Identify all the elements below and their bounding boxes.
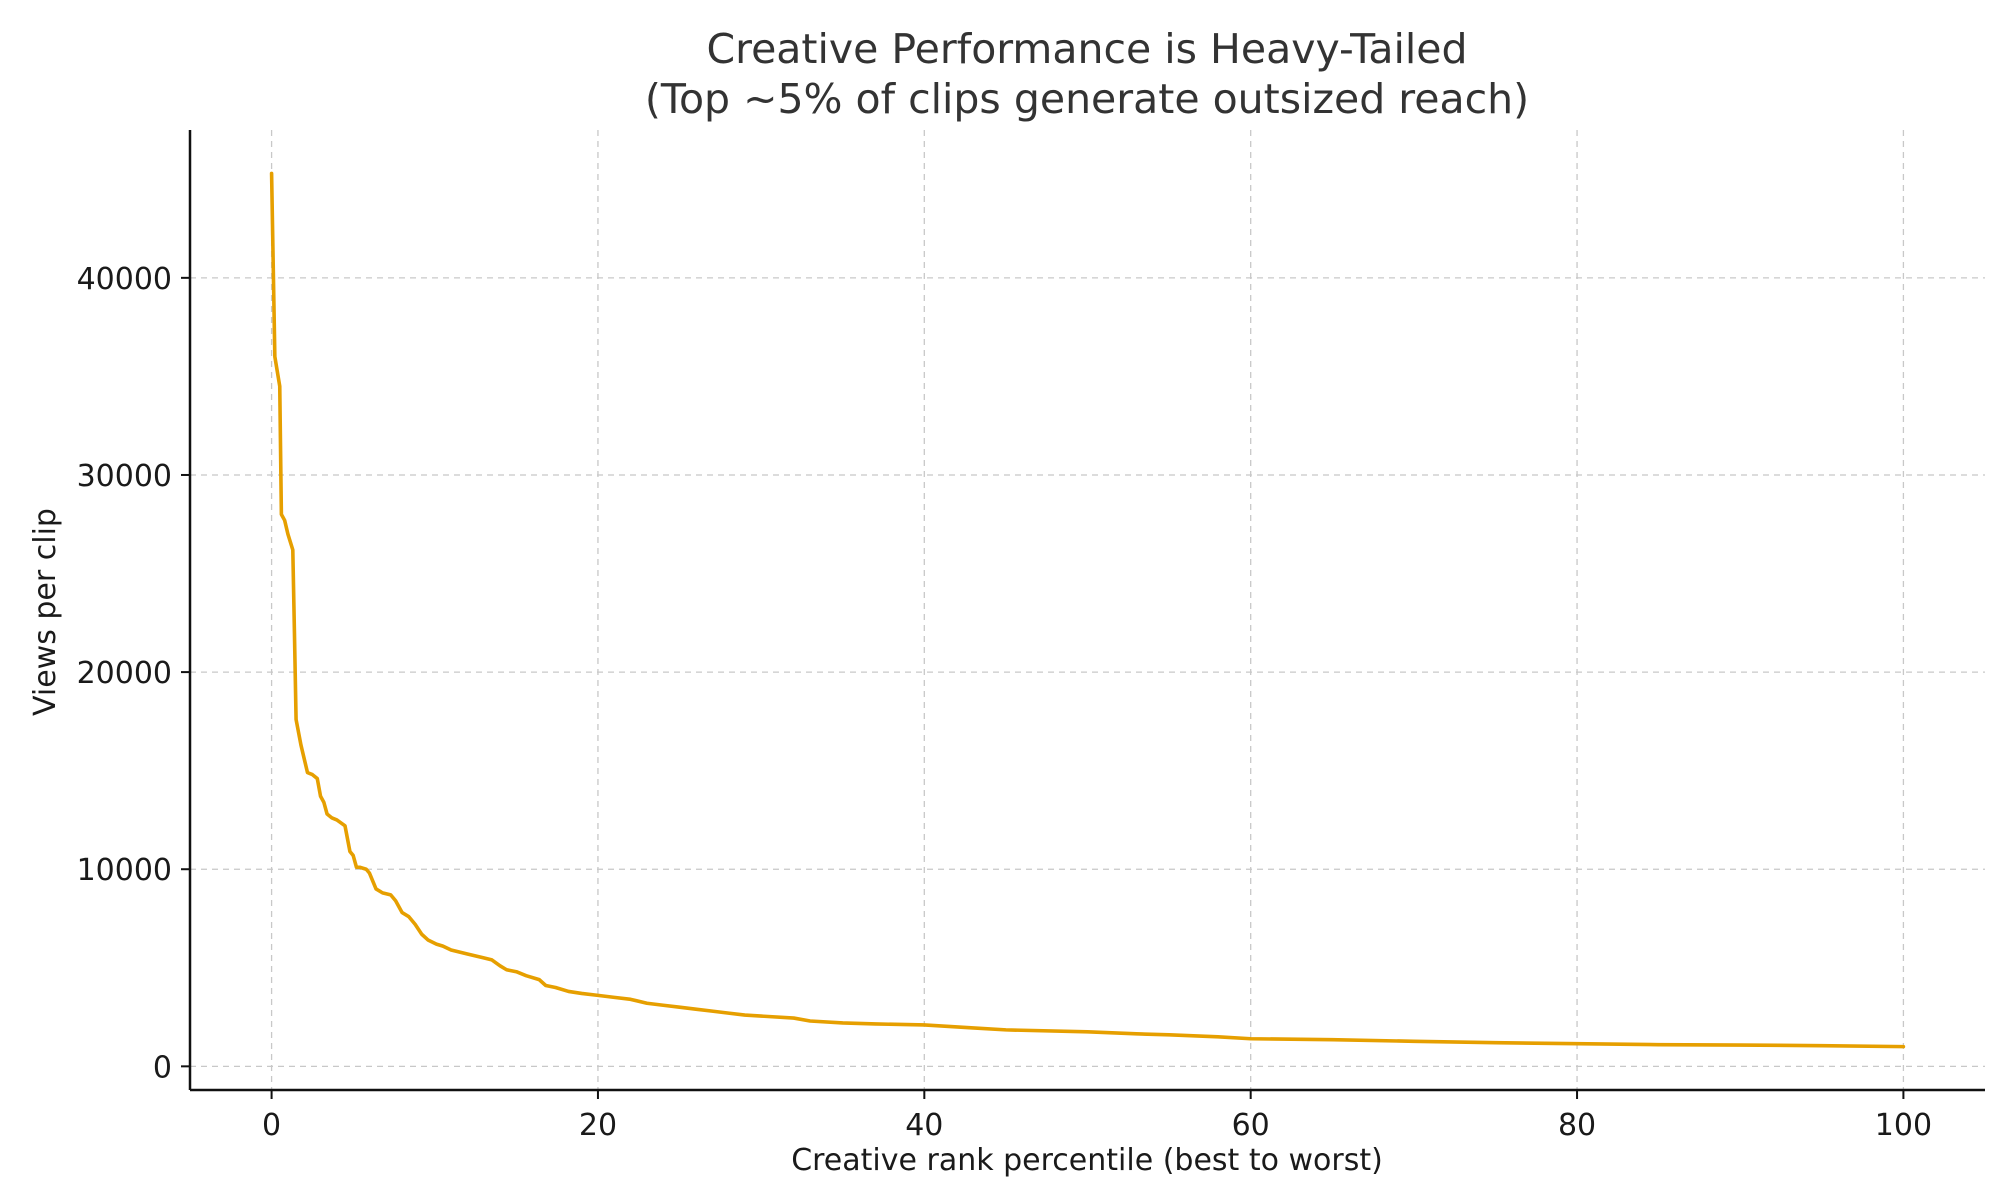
data-series-line bbox=[269, 171, 1906, 1049]
x-tick-label: 80 bbox=[1558, 1108, 1596, 1143]
y-tick-label: 30000 bbox=[77, 459, 172, 494]
x-tick-label: 0 bbox=[262, 1108, 281, 1143]
x-tick-label: 100 bbox=[1875, 1108, 1932, 1143]
x-tick-label: 40 bbox=[905, 1108, 943, 1143]
x-tick-label: 60 bbox=[1232, 1108, 1270, 1143]
x-axis-label: Creative rank percentile (best to worst) bbox=[791, 1143, 1383, 1178]
chart-title-line-1: Creative Performance is Heavy-Tailed bbox=[707, 25, 1468, 73]
axis-ticks: 0 20 40 60 80 100 0 10000 20000 30000 40000 bbox=[77, 262, 1932, 1143]
grid-lines bbox=[190, 130, 1985, 1090]
y-tick-label: 40000 bbox=[77, 262, 172, 297]
x-tick-label: 20 bbox=[579, 1108, 617, 1143]
y-tick-label: 0 bbox=[153, 1050, 172, 1085]
y-axis-label: Views per clip bbox=[28, 508, 63, 716]
y-tick-label: 10000 bbox=[77, 853, 172, 888]
y-tick-label: 20000 bbox=[77, 656, 172, 691]
chart-title-line-2: (Top ~5% of clips generate outsized reac… bbox=[645, 75, 1529, 123]
